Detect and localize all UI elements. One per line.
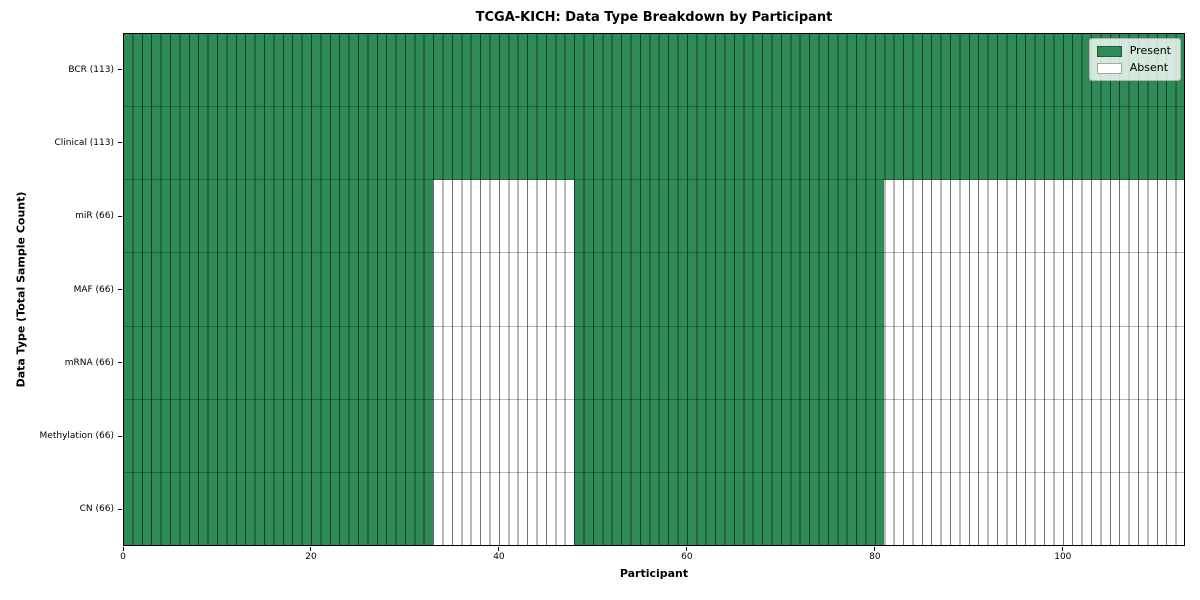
x-tick-label: 100 [1054,552,1072,562]
row-separator [123,252,1185,254]
y-tick-label: miR (66) [75,211,114,222]
legend: Present Absent [1088,38,1181,81]
legend-label: Present [1129,44,1171,57]
row-separator [123,398,1185,400]
y-tick-label: MAF (66) [73,284,114,295]
row-separators [123,33,1185,546]
y-tick-mark [118,215,122,217]
y-tick-label: Methylation (66) [39,431,114,442]
y-tick-mark [118,362,122,364]
y-tick-label: mRNA (66) [64,357,114,368]
y-tick-label: Clinical (113) [54,137,114,148]
row-separator [123,179,1185,181]
row-separator [123,472,1185,474]
x-tick-mark [122,547,124,551]
x-tick-label: 80 [869,552,881,562]
y-tick-mark [118,142,122,144]
absent-swatch-icon [1096,62,1122,74]
x-tick-label: 60 [681,552,693,562]
x-tick-label: 40 [493,552,505,562]
y-tick-label: CN (66) [79,504,114,515]
legend-item-present: Present [1096,44,1171,57]
present-swatch-icon [1096,45,1122,57]
row-separator [123,105,1185,107]
x-tick-mark [498,547,500,551]
x-tick-label: 0 [120,552,126,562]
legend-label: Absent [1129,61,1169,74]
chart-title: TCGA-KICH: Data Type Breakdown by Partic… [475,10,833,25]
x-axis-label: Participant [619,567,689,580]
row-separator [123,325,1185,327]
y-tick-mark [118,289,122,290]
x-tick-mark [686,547,688,551]
plot-area: Present Absent [123,33,1185,546]
y-tick-mark [118,508,122,510]
x-tick-mark [310,547,312,551]
y-tick-label: BCR (113) [68,64,114,75]
y-tick-mark [118,435,122,437]
legend-item-absent: Absent [1096,61,1171,74]
x-tick-mark [1062,547,1064,551]
x-tick-label: 20 [305,552,317,562]
y-tick-mark [118,69,122,71]
x-tick-mark [874,547,876,551]
